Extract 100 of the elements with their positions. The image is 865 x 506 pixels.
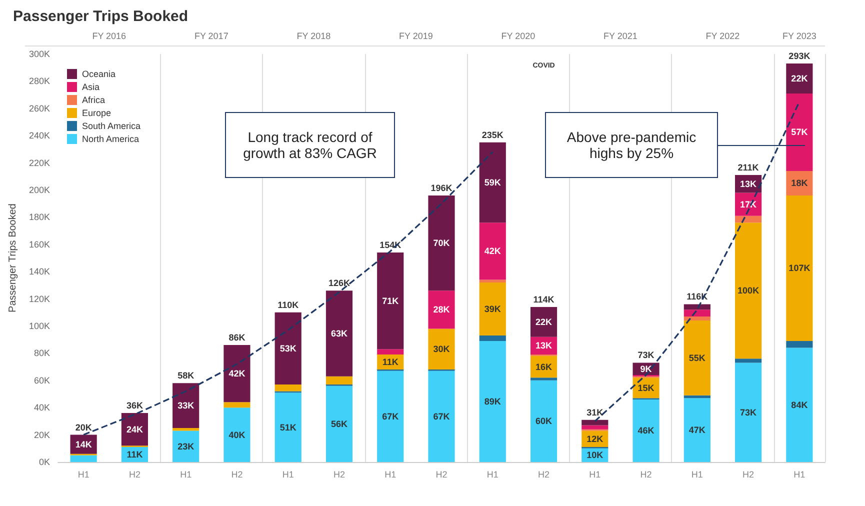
text: FY 2016 — [92, 31, 126, 41]
y-tick-label: 180K — [28, 212, 50, 222]
total-label: 86K — [228, 332, 246, 343]
data-label: 56K — [330, 418, 348, 429]
bar — [735, 222, 762, 359]
data-label: 67K — [382, 411, 400, 422]
data-label: 12K — [586, 434, 604, 444]
text: FY 2022 — [706, 31, 740, 41]
y-tick-label: 220K — [28, 158, 50, 168]
bar — [326, 376, 353, 384]
total-label: 58K — [178, 370, 195, 381]
data-label: 53K — [280, 343, 297, 354]
bar — [632, 399, 660, 462]
bar — [428, 195, 455, 291]
x-tick-label: H2 — [436, 470, 448, 480]
bar — [530, 306, 558, 337]
x-tick-label: H1 — [384, 470, 396, 480]
x-tick-label: H2 — [640, 470, 652, 480]
y-tick-label: 120K — [28, 294, 50, 304]
y-tick-label: 200K — [28, 185, 50, 195]
bar — [377, 349, 404, 355]
y-tick-label: 0K — [38, 457, 50, 467]
bar — [735, 358, 762, 363]
data-label: 40K — [228, 430, 246, 440]
y-tick-label: 80K — [34, 348, 50, 358]
x-tick-label: H1 — [180, 470, 192, 480]
x-tick-label: H2 — [231, 470, 243, 480]
total-label: 235K — [482, 130, 504, 140]
data-label: 13K — [536, 340, 553, 351]
data-label: 11K — [382, 357, 399, 368]
text: FY 2017 — [194, 31, 228, 41]
bar — [224, 345, 250, 402]
data-label: 84K — [791, 400, 808, 410]
data-label: 16K — [536, 362, 553, 372]
bar — [326, 290, 353, 376]
bar — [479, 282, 506, 336]
data-label: 57K — [791, 127, 808, 138]
total-label: 36K — [126, 400, 144, 411]
bar — [121, 413, 148, 446]
text: FY 2019 — [398, 31, 433, 41]
bar — [377, 370, 404, 462]
text: FY 2021 — [604, 31, 638, 41]
x-tick-label: H1 — [794, 470, 806, 480]
total-label: 73K — [638, 350, 655, 360]
total-label: 110K — [278, 300, 300, 310]
total-label: 20K — [75, 422, 92, 432]
bar — [530, 378, 558, 380]
bar — [530, 380, 558, 462]
data-label: 47K — [688, 425, 706, 436]
x-tick-label: H2 — [742, 470, 754, 480]
data-label: 70K — [433, 238, 450, 248]
data-label: 42K — [484, 246, 502, 256]
bar — [684, 304, 710, 310]
total-label: 293K — [788, 51, 811, 62]
data-label: 63K — [330, 328, 348, 338]
bar — [274, 392, 302, 462]
data-label: 24K — [126, 424, 144, 434]
data-label: 13K — [740, 178, 758, 189]
y-tick-label: 260K — [28, 103, 50, 114]
text: FY 2023 — [782, 31, 816, 41]
data-label: 33K — [178, 400, 195, 411]
legend-label: Oceania — [82, 69, 116, 79]
x-tick-label: H2 — [333, 470, 345, 480]
y-tick-label: 60K — [34, 375, 50, 386]
y-tick-label: 100K — [28, 321, 50, 331]
y-tick-label: 20K — [34, 430, 50, 440]
bar — [735, 216, 762, 223]
x-tick-label: H2 — [538, 470, 550, 480]
data-label: 15K — [638, 382, 655, 393]
total-label: 211K — [738, 162, 760, 173]
bar — [684, 310, 710, 316]
data-label: 67K — [433, 411, 450, 422]
bar — [684, 320, 710, 396]
bar — [786, 64, 813, 94]
total-label: 126K — [328, 278, 350, 288]
bar — [684, 316, 710, 321]
bar — [70, 455, 97, 462]
bar — [274, 384, 302, 392]
y-tick-label: 280K — [28, 76, 50, 86]
bar — [428, 328, 455, 370]
text: FY 2020 — [501, 31, 536, 41]
y-tick-label: 300K — [28, 49, 50, 59]
total-label: 31K — [586, 407, 604, 418]
bar — [274, 312, 302, 384]
y-tick-label: 240K — [28, 130, 50, 141]
data-label: 55K — [688, 352, 706, 363]
legend-label: North America — [82, 134, 140, 144]
bar — [428, 290, 455, 329]
y-tick-label: 140K — [28, 266, 50, 277]
bar — [582, 425, 608, 430]
data-label: 39K — [484, 304, 502, 314]
bar — [582, 420, 608, 426]
x-tick-label: H1 — [282, 470, 294, 480]
legend-label: Europe — [82, 108, 112, 118]
chart-title: Passenger Trips Booked — [13, 8, 188, 25]
legend-label: South America — [82, 121, 141, 131]
data-label: 18K — [791, 178, 808, 188]
bar — [428, 370, 455, 462]
data-label: 42K — [228, 368, 246, 379]
bar — [684, 395, 710, 398]
